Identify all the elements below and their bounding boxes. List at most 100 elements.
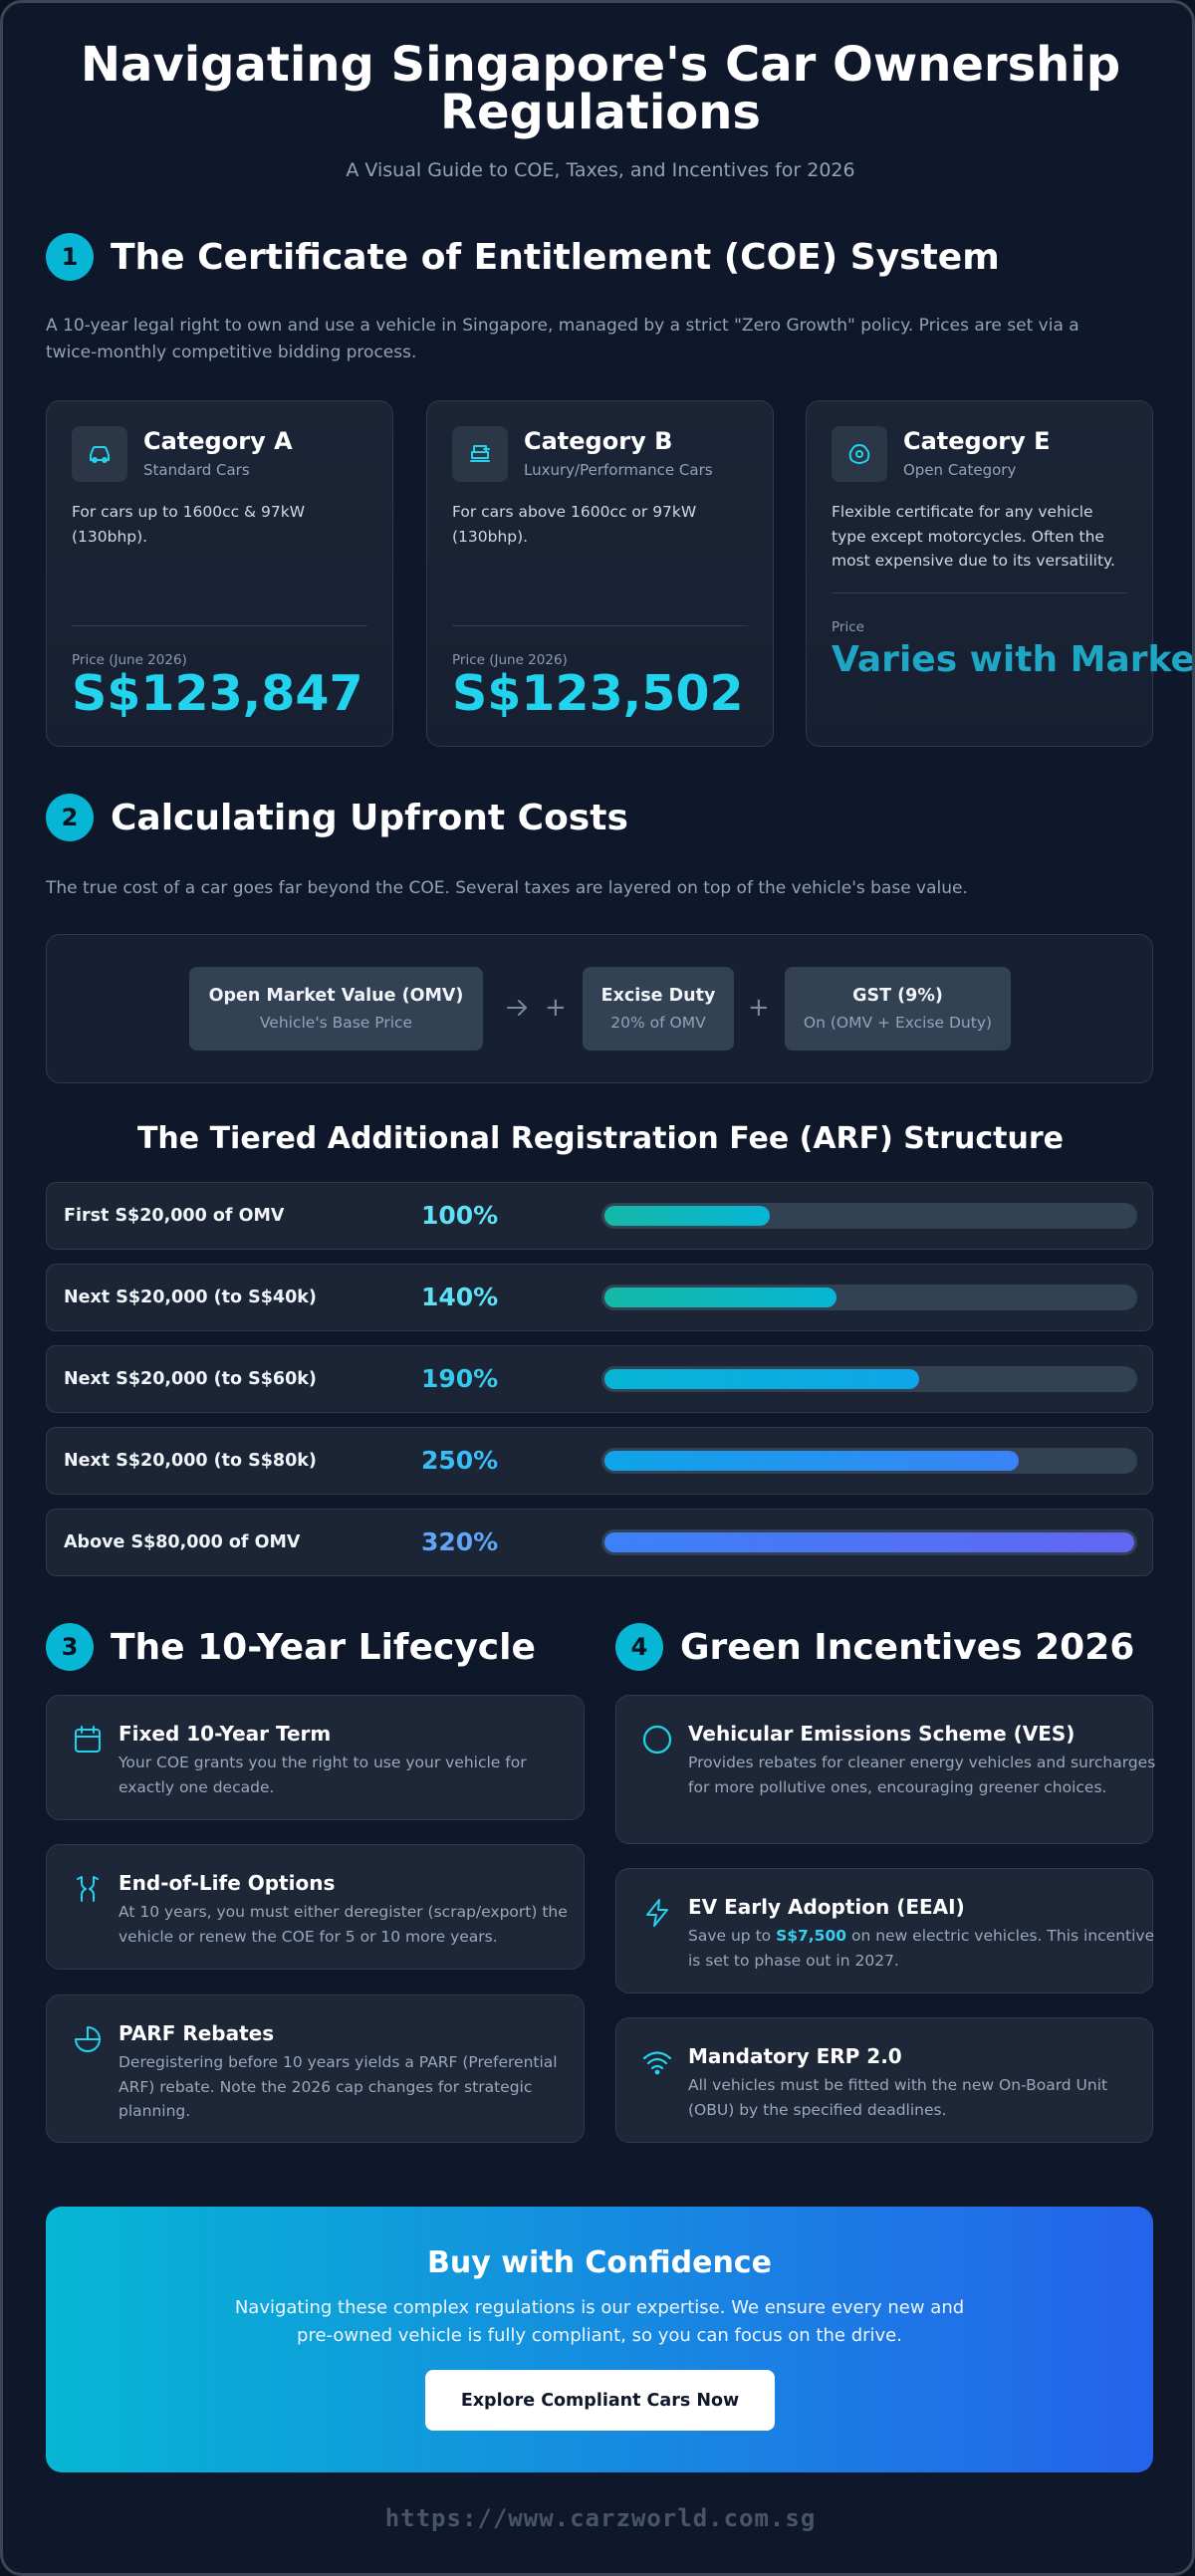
lifecycle-card-title: Fixed 10-Year Term xyxy=(119,1722,332,1746)
lifecycle-card-description: Deregistering before 10 years yields a P… xyxy=(119,2053,558,2120)
plus-icon: + xyxy=(748,993,770,1023)
arf-tier-rate: 140% xyxy=(421,1283,499,1311)
arf-tier-rate: 250% xyxy=(421,1446,499,1475)
arf-bar-track xyxy=(601,1285,1137,1310)
arf-bar-fill xyxy=(604,1206,770,1226)
category-subtitle: Standard Cars xyxy=(143,461,250,479)
coe-price: S$123,847 xyxy=(72,665,363,722)
formula-chip-title: Excise Duty xyxy=(600,986,716,1006)
incentive-card-description: Provides rebates for cleaner energy vehi… xyxy=(688,1754,1156,1796)
formula-chip-title: GST (9%) xyxy=(852,986,943,1006)
description-text: Save up to xyxy=(688,1927,777,1945)
cta-text: Navigating these complex regulations is … xyxy=(234,2297,965,2346)
cost-formula: Open Market Value (OMV) Vehicle's Base P… xyxy=(46,934,1153,1083)
coe-card-category-a: Category A Standard Cars For cars up to … xyxy=(46,400,393,747)
arf-tier-label: Next S$20,000 (to S$60k) xyxy=(64,1369,317,1389)
section-coe-header: 1 The Certificate of Entitlement (COE) S… xyxy=(46,233,1000,281)
formula-chip-subtitle: 20% of OMV xyxy=(610,1014,706,1032)
section-number-badge: 1 xyxy=(46,233,94,281)
plus-icon: + xyxy=(545,993,567,1023)
category-name: Category A xyxy=(143,427,293,455)
calendar-icon xyxy=(72,1724,104,1756)
arf-title: The Tiered Additional Registration Fee (… xyxy=(136,1121,1065,1156)
description-text: on new electric vehicles. This incentive… xyxy=(688,1927,1155,1970)
formula-chip-subtitle: On (OMV + Excise Duty) xyxy=(803,1014,993,1032)
arf-tier-rate: 320% xyxy=(421,1527,499,1556)
category-name: Category B xyxy=(524,427,673,455)
incentive-card-title: Mandatory ERP 2.0 xyxy=(688,2044,902,2068)
arf-bar-fill xyxy=(604,1532,1134,1552)
arf-bar-track xyxy=(601,1448,1137,1474)
footer-url[interactable]: https://www.carzworld.com.sg xyxy=(384,2504,817,2532)
open-category-icon xyxy=(832,426,887,482)
section-number-badge: 4 xyxy=(615,1623,663,1671)
coe-price: S$123,502 xyxy=(452,665,744,722)
formula-chip-excise-duty: Excise Duty 20% of OMV xyxy=(583,967,734,1051)
incentive-card-description: Save up to S$7,500 on new electric vehic… xyxy=(688,1924,1156,1973)
section-lifecycle-header: 3 The 10-Year Lifecycle xyxy=(46,1623,536,1671)
arf-bar-fill xyxy=(604,1288,836,1307)
arf-tier-rate: 190% xyxy=(421,1364,499,1393)
formula-chip-subtitle: Vehicle's Base Price xyxy=(259,1014,413,1032)
incentive-card-title: EV Early Adoption (EEAI) xyxy=(688,1895,965,1919)
arf-bar-fill xyxy=(604,1369,919,1389)
arf-bar-track xyxy=(601,1203,1137,1229)
incentive-card-description: All vehicles must be fitted with the new… xyxy=(688,2076,1108,2119)
section-title: Calculating Upfront Costs xyxy=(111,797,628,838)
coe-price: Varies with Market xyxy=(832,639,1195,680)
formula-chip-omv: Open Market Value (OMV) Vehicle's Base P… xyxy=(189,967,483,1051)
luxury-car-icon xyxy=(452,426,508,482)
arf-tier-label: First S$20,000 of OMV xyxy=(64,1206,285,1226)
price-label: Price (June 2026) xyxy=(452,652,568,668)
wifi-icon xyxy=(641,2046,673,2078)
page-title: Navigating Singapore's Car Ownership Reg… xyxy=(80,37,1121,140)
explore-cars-button[interactable]: Explore Compliant Cars Now xyxy=(425,2370,775,2431)
section-number-badge: 2 xyxy=(46,794,94,841)
arf-bar-fill xyxy=(604,1451,1019,1471)
cta-banner: Buy with Confidence Navigating these com… xyxy=(46,2207,1153,2472)
category-description: For cars above 1600cc or 97kW (130bhp). xyxy=(452,503,697,546)
lifecycle-card: End-of-Life Options At 10 years, you mus… xyxy=(46,1844,585,1970)
divider xyxy=(72,625,367,626)
arrow-right-icon xyxy=(504,995,530,1021)
arf-tier-row: First S$20,000 of OMV 100% xyxy=(46,1182,1153,1250)
arf-tier-row: Next S$20,000 (to S$40k) 140% xyxy=(46,1264,1153,1331)
divider xyxy=(452,625,748,626)
lifecycle-card-title: End-of-Life Options xyxy=(119,1871,336,1895)
section-incentives-header: 4 Green Incentives 2026 xyxy=(615,1623,1134,1671)
incentive-card-title: Vehicular Emissions Scheme (VES) xyxy=(688,1722,1076,1746)
arf-tier-label: Next S$20,000 (to S$40k) xyxy=(64,1288,317,1307)
lifecycle-card-description: At 10 years, you must either deregister … xyxy=(119,1903,568,1946)
category-subtitle: Luxury/Performance Cars xyxy=(524,461,713,479)
category-description: For cars up to 1600cc & 97kW (130bhp). xyxy=(72,503,306,546)
car-icon xyxy=(72,426,127,482)
arf-bar-track xyxy=(601,1366,1137,1392)
section-title: Green Incentives 2026 xyxy=(680,1626,1135,1668)
incentive-card: Vehicular Emissions Scheme (VES) Provide… xyxy=(615,1695,1156,1844)
coe-card-category-e: Category E Open Category Flexible certif… xyxy=(806,400,1195,747)
lifecycle-card: PARF Rebates Deregistering before 10 yea… xyxy=(46,1994,585,2143)
pie-chart-icon xyxy=(72,2023,104,2055)
coe-card-category-b: Category B Luxury/Performance Cars For c… xyxy=(426,400,774,747)
lifecycle-card: Fixed 10-Year Term Your COE grants you t… xyxy=(46,1695,585,1820)
lightning-icon xyxy=(641,1897,673,1929)
category-description: Flexible certificate for any vehicle typ… xyxy=(832,503,1115,570)
arf-tier-rate: 100% xyxy=(421,1201,499,1230)
incentive-card: Mandatory ERP 2.0 All vehicles must be f… xyxy=(615,2017,1153,2143)
cta-title: Buy with Confidence xyxy=(427,2245,772,2280)
formula-chip-title: Open Market Value (OMV) xyxy=(208,986,464,1006)
category-subtitle: Open Category xyxy=(903,461,1017,479)
arf-tier-row: Next S$20,000 (to S$60k) 190% xyxy=(46,1345,1153,1413)
price-label: Price (June 2026) xyxy=(72,652,187,668)
section-title: The Certificate of Entitlement (COE) Sys… xyxy=(111,236,1000,278)
arf-tier-label: Next S$20,000 (to S$80k) xyxy=(64,1451,317,1471)
incentive-card: EV Early Adoption (EEAI) Save up to S$7,… xyxy=(615,1868,1156,1993)
formula-chip-gst: GST (9%) On (OMV + Excise Duty) xyxy=(785,967,1011,1051)
divider xyxy=(832,592,1127,593)
section-description: A 10-year legal right to own and use a v… xyxy=(46,316,1079,362)
lifecycle-card-description: Your COE grants you the right to use you… xyxy=(119,1754,527,1796)
arf-tier-label: Above S$80,000 of OMV xyxy=(64,1532,301,1552)
section-title: The 10-Year Lifecycle xyxy=(111,1626,536,1668)
page-subtitle: A Visual Guide to COE, Taxes, and Incent… xyxy=(346,159,855,181)
